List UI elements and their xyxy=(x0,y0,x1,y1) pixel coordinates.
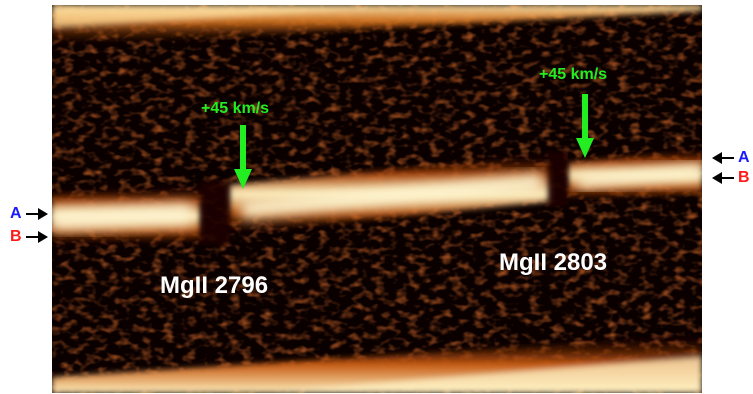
trace-label-a-right: A xyxy=(738,149,750,166)
mgii-2796-core xyxy=(52,173,542,231)
mgii-2803-core xyxy=(577,163,702,189)
line-label-mgii-2803: MgII 2803 xyxy=(499,249,608,276)
arrow-right-icon xyxy=(26,231,48,243)
arrow-left-icon xyxy=(712,172,734,184)
absorption-gaps xyxy=(200,151,568,245)
top-continuum xyxy=(52,5,702,45)
velocity-label-right: +45 km/s xyxy=(539,66,608,83)
arrow-left-icon xyxy=(712,152,734,164)
arrow-right-icon xyxy=(26,208,48,220)
trace-label-b-right: B xyxy=(738,169,750,186)
bottom-continuum xyxy=(52,335,702,393)
trace-label-a-left: A xyxy=(10,205,22,222)
trace-label-b-left: B xyxy=(10,228,22,245)
velocity-arrow-right-icon xyxy=(576,94,594,158)
line-label-mgii-2796: MgII 2796 xyxy=(160,272,269,299)
spectrum-image xyxy=(52,5,702,393)
velocity-label-left: +45 km/s xyxy=(201,100,270,117)
velocity-arrow-left-icon xyxy=(234,125,252,189)
spectrum-svg xyxy=(52,5,702,393)
